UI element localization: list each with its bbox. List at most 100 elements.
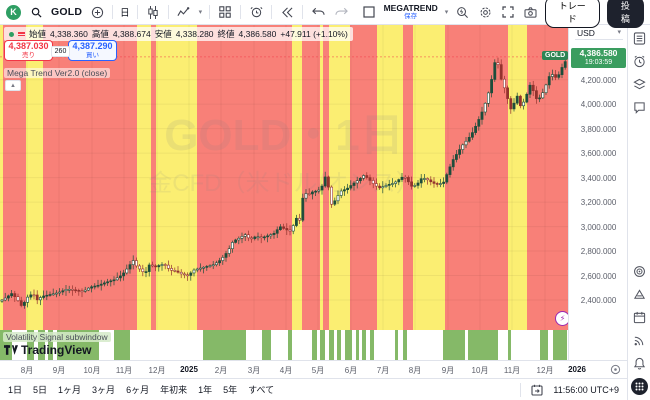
chat-icon[interactable] <box>631 99 647 115</box>
broadcast-icon[interactable] <box>631 332 647 348</box>
target-icon[interactable] <box>631 263 647 279</box>
sell-button[interactable]: 4,387.030 売り <box>4 40 53 62</box>
price-tick-label: 2,400.000 <box>580 296 617 305</box>
clock-label[interactable]: 11:56:00 UTC+9 <box>553 384 619 395</box>
scroll-to-now-icon[interactable] <box>610 364 621 378</box>
camera-icon[interactable] <box>523 4 538 20</box>
candlestick-series <box>0 56 568 309</box>
price-tick-label: 3,600.000 <box>580 149 617 159</box>
fullscreen-icon[interactable] <box>500 4 515 20</box>
open-value: 4,338.360 <box>50 29 88 39</box>
bell-icon[interactable] <box>631 355 647 371</box>
series-menu-icon[interactable] <box>18 31 25 37</box>
interval-button[interactable]: 日 <box>120 8 130 19</box>
spread-value: 260 <box>51 46 70 57</box>
close-label: 終値 <box>217 29 235 39</box>
range-button[interactable]: 5日 <box>33 385 48 395</box>
time-tick-label: 2月 <box>214 366 228 375</box>
layout-save-link[interactable]: 保存 <box>404 12 418 20</box>
buy-button[interactable]: 4,387.290 買い <box>68 40 117 62</box>
layout-name-label: MEGATREND <box>383 3 438 13</box>
top-toolbar: K GOLD 日 ▾ <box>0 0 650 28</box>
object-tree-icon[interactable] <box>631 76 647 92</box>
layout-name-button[interactable]: MEGATREND 保存 <box>384 4 438 20</box>
volatility-bars <box>0 330 567 360</box>
layout-grid-icon[interactable] <box>217 4 233 20</box>
alerts-clock-icon[interactable] <box>631 53 647 69</box>
time-tick-label: 7月 <box>376 366 390 375</box>
time-tick-label: 12月 <box>536 366 554 375</box>
search-icon[interactable] <box>28 4 44 20</box>
go-to-date-icon[interactable] <box>529 382 545 398</box>
range-button[interactable]: 5年 <box>223 385 238 395</box>
tradingview-logo[interactable]: TradingView <box>4 343 91 357</box>
replay-icon[interactable] <box>279 4 295 20</box>
indicators-caret-icon[interactable]: ▾ <box>198 9 203 16</box>
watchlist-icon[interactable] <box>631 30 647 46</box>
ohlc-legend[interactable]: 始値 4,338.360 高値 4,388.674 安値 4,338.280 終値 4,… <box>4 27 353 41</box>
symbol-price-chip: GOLD <box>542 51 569 60</box>
publish-button[interactable]: 投稿 <box>606 0 645 28</box>
price-axis[interactable]: USD ▾ 4,200.000 4,000.000 3,800.000 3,600.00… <box>542 24 628 360</box>
alert-plus-icon[interactable] <box>248 4 264 20</box>
boost-icon[interactable]: ⚡ <box>555 311 568 326</box>
compare-plus-icon[interactable] <box>89 4 105 20</box>
apps-grid-icon[interactable] <box>630 378 648 395</box>
time-tick-label: 9月 <box>52 366 66 375</box>
range-button[interactable]: 6ヶ月 <box>126 385 150 395</box>
time-tick-label: 2026 <box>568 365 586 374</box>
indicator-legend[interactable]: Mega Trend Ver2.0 (close) <box>4 68 111 78</box>
time-tick-label: 5月 <box>311 366 325 375</box>
price-tick-label: 4,200.000 <box>580 75 617 85</box>
ideas-icon[interactable] <box>631 286 647 302</box>
tradingview-logo-icon <box>4 345 18 355</box>
time-tick-label: 3月 <box>247 366 261 375</box>
symbol-search-button[interactable]: GOLD <box>51 6 83 18</box>
subwindow-legend[interactable]: Volatility Signal subwindow <box>3 332 111 342</box>
layout-caret-icon[interactable]: ▾ <box>444 9 449 16</box>
main-chart-pane[interactable]: GOLD・1日 金CFD（米ドル/オンス） 始値4,338.360 高値4,38… <box>0 24 568 330</box>
change-value: +47.911 (+1.10%) <box>280 29 348 39</box>
time-tick-label: 6月 <box>344 366 358 375</box>
time-axis[interactable]: 8月 9月 10月 11月 12月 2025 2月 3月 4月 5月 6月 7月 8月 9月 10月 11月 1… <box>0 360 627 379</box>
quick-search-icon[interactable] <box>455 4 470 20</box>
indicators-icon[interactable] <box>176 4 192 20</box>
candles-icon[interactable] <box>145 4 161 20</box>
trade-button[interactable]: トレード <box>544 0 600 28</box>
time-tick-label: 10月 <box>83 366 101 375</box>
redo-icon[interactable] <box>333 4 349 20</box>
volatility-subwindow[interactable]: Volatility Signal subwindow TradingView <box>0 330 568 360</box>
layout-box-icon[interactable] <box>361 4 376 20</box>
high-label: 高値 <box>91 29 109 39</box>
calendar-icon[interactable] <box>631 309 647 325</box>
bottom-toolbar: 1日 5日 1ヶ月 3ヶ月 6ヶ月 年初来 1年 5年 すべて 11:56:00 UTC+9 <box>0 378 627 400</box>
open-label: 始値 <box>29 29 47 39</box>
last-price-badge: 4,386.580 19:03:59 <box>571 48 626 68</box>
range-button[interactable]: 1ヶ月 <box>58 385 82 395</box>
range-button[interactable]: 1年 <box>198 385 213 395</box>
currency-dropdown[interactable]: USD ▾ <box>575 28 623 40</box>
collapse-legend-button[interactable]: ▲ <box>5 80 21 91</box>
undo-icon[interactable] <box>310 4 326 20</box>
price-tick-label: 3,000.000 <box>580 222 617 232</box>
price-tick-label: 4,000.000 <box>580 100 617 110</box>
gear-icon[interactable] <box>478 4 493 20</box>
range-selector: 1日 5日 1ヶ月 3ヶ月 6ヶ月 年初来 1年 5年 すべて <box>8 383 274 396</box>
price-tick-label: 2,600.000 <box>580 271 617 281</box>
price-tick-label: 3,200.000 <box>580 198 617 208</box>
time-tick-label: 11月 <box>115 366 133 375</box>
range-button[interactable]: 1日 <box>8 385 23 395</box>
user-avatar[interactable]: K <box>6 4 21 20</box>
range-button[interactable]: 3ヶ月 <box>92 385 116 395</box>
time-tick-label: 9月 <box>441 366 455 375</box>
range-button[interactable]: 年初来 <box>160 385 188 395</box>
price-tick-label: 3,400.000 <box>580 173 617 183</box>
time-tick-label: 10月 <box>471 366 489 375</box>
right-sidebar <box>627 24 650 400</box>
range-button[interactable]: すべて <box>248 385 275 395</box>
time-tick-label: 8月 <box>20 366 34 375</box>
series-marker-icon <box>9 31 14 37</box>
price-tick-label: 3,800.000 <box>580 124 617 134</box>
currency-caret-icon: ▾ <box>617 29 621 36</box>
